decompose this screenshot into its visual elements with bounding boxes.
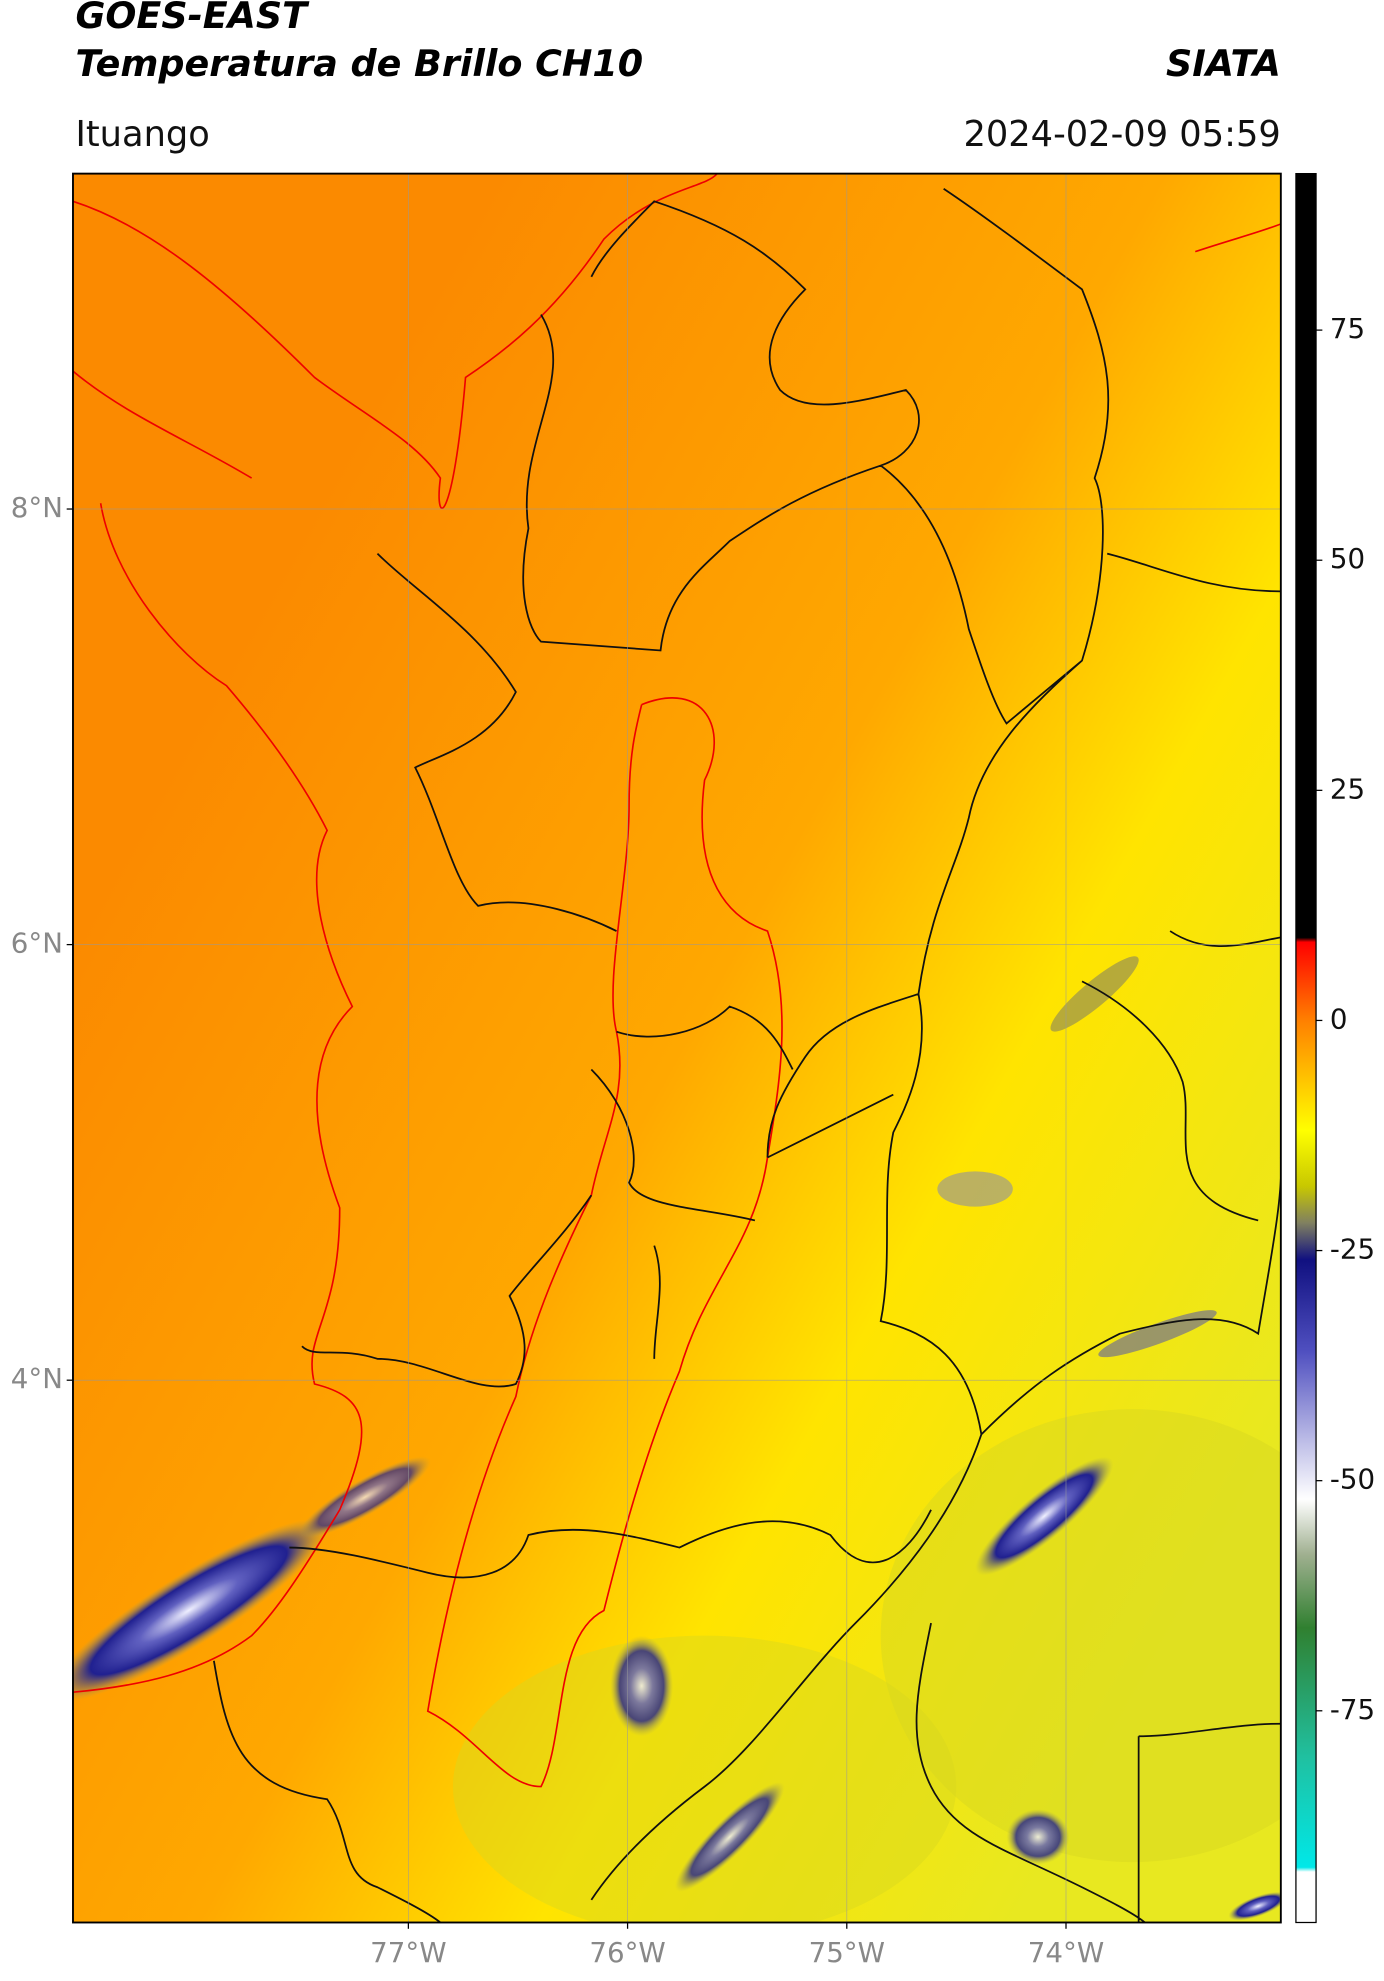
grid: [72, 173, 1281, 1923]
map-frame: [72, 172, 1282, 1924]
x-tick-label: 76°W: [589, 1936, 665, 1969]
x-tick-label: 77°W: [370, 1936, 446, 1969]
y-tick-label: 6°N: [11, 927, 63, 960]
colorbar-tick-label: -75: [1330, 1693, 1375, 1726]
place: Ituango: [75, 114, 209, 155]
colorbar-tick-label: 50: [1330, 542, 1365, 575]
colorbar-tick-label: -25: [1330, 1233, 1375, 1266]
colorbar-tick-label: -50: [1330, 1463, 1375, 1496]
colorbar-tick-label: 25: [1330, 772, 1365, 805]
colorbar: [1295, 172, 1317, 1924]
datetime: 2024-02-09 05:59: [963, 114, 1280, 155]
map-field: [72, 173, 1281, 1923]
y-tick-label: 8°N: [11, 491, 63, 524]
x-tick-label: 74°W: [1028, 1936, 1104, 1969]
colorbar-tick-label: 0: [1330, 1002, 1348, 1035]
y-tick-label: 4°N: [11, 1362, 63, 1395]
title: GOES-EAST: [75, 0, 310, 37]
colorbar-tick-label: 75: [1330, 312, 1365, 345]
brand: SIATA: [1166, 42, 1281, 85]
subtitle: Temperatura de Brillo CH10: [75, 42, 643, 85]
x-tick-label: 75°W: [809, 1936, 885, 1969]
